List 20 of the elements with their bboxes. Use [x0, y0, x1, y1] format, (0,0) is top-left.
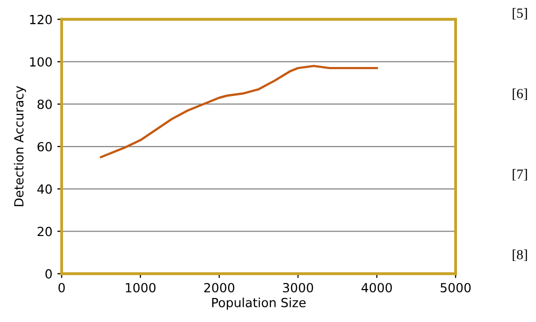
- x-tick-label: 3000: [283, 282, 314, 292]
- y-tick-label: 100: [30, 57, 52, 67]
- x-axis-title: Population Size: [212, 298, 306, 310]
- x-tick-label: 5000: [440, 282, 471, 292]
- y-tick-label: 0: [45, 269, 52, 279]
- y-tick-label: 80: [38, 100, 52, 110]
- y-tick-label: 120: [30, 14, 52, 24]
- text: [6]: [512, 88, 527, 100]
- text: [7]: [512, 169, 527, 181]
- y-tick-label: 60: [38, 142, 52, 152]
- x-tick-label: 2000: [204, 282, 234, 292]
- y-axis-title: Detection Accuracy: [14, 86, 26, 206]
- x-tick-label: 4000: [362, 282, 392, 292]
- y-tick-label: 40: [37, 184, 52, 194]
- x-tick-label: 1000: [126, 282, 156, 292]
- y-tick-label: 20: [38, 226, 52, 236]
- line-series: [100, 64, 378, 158]
- text: [8]: [512, 250, 527, 262]
- x-tick-label: 0: [58, 282, 65, 292]
- text: [5]: [512, 8, 527, 20]
